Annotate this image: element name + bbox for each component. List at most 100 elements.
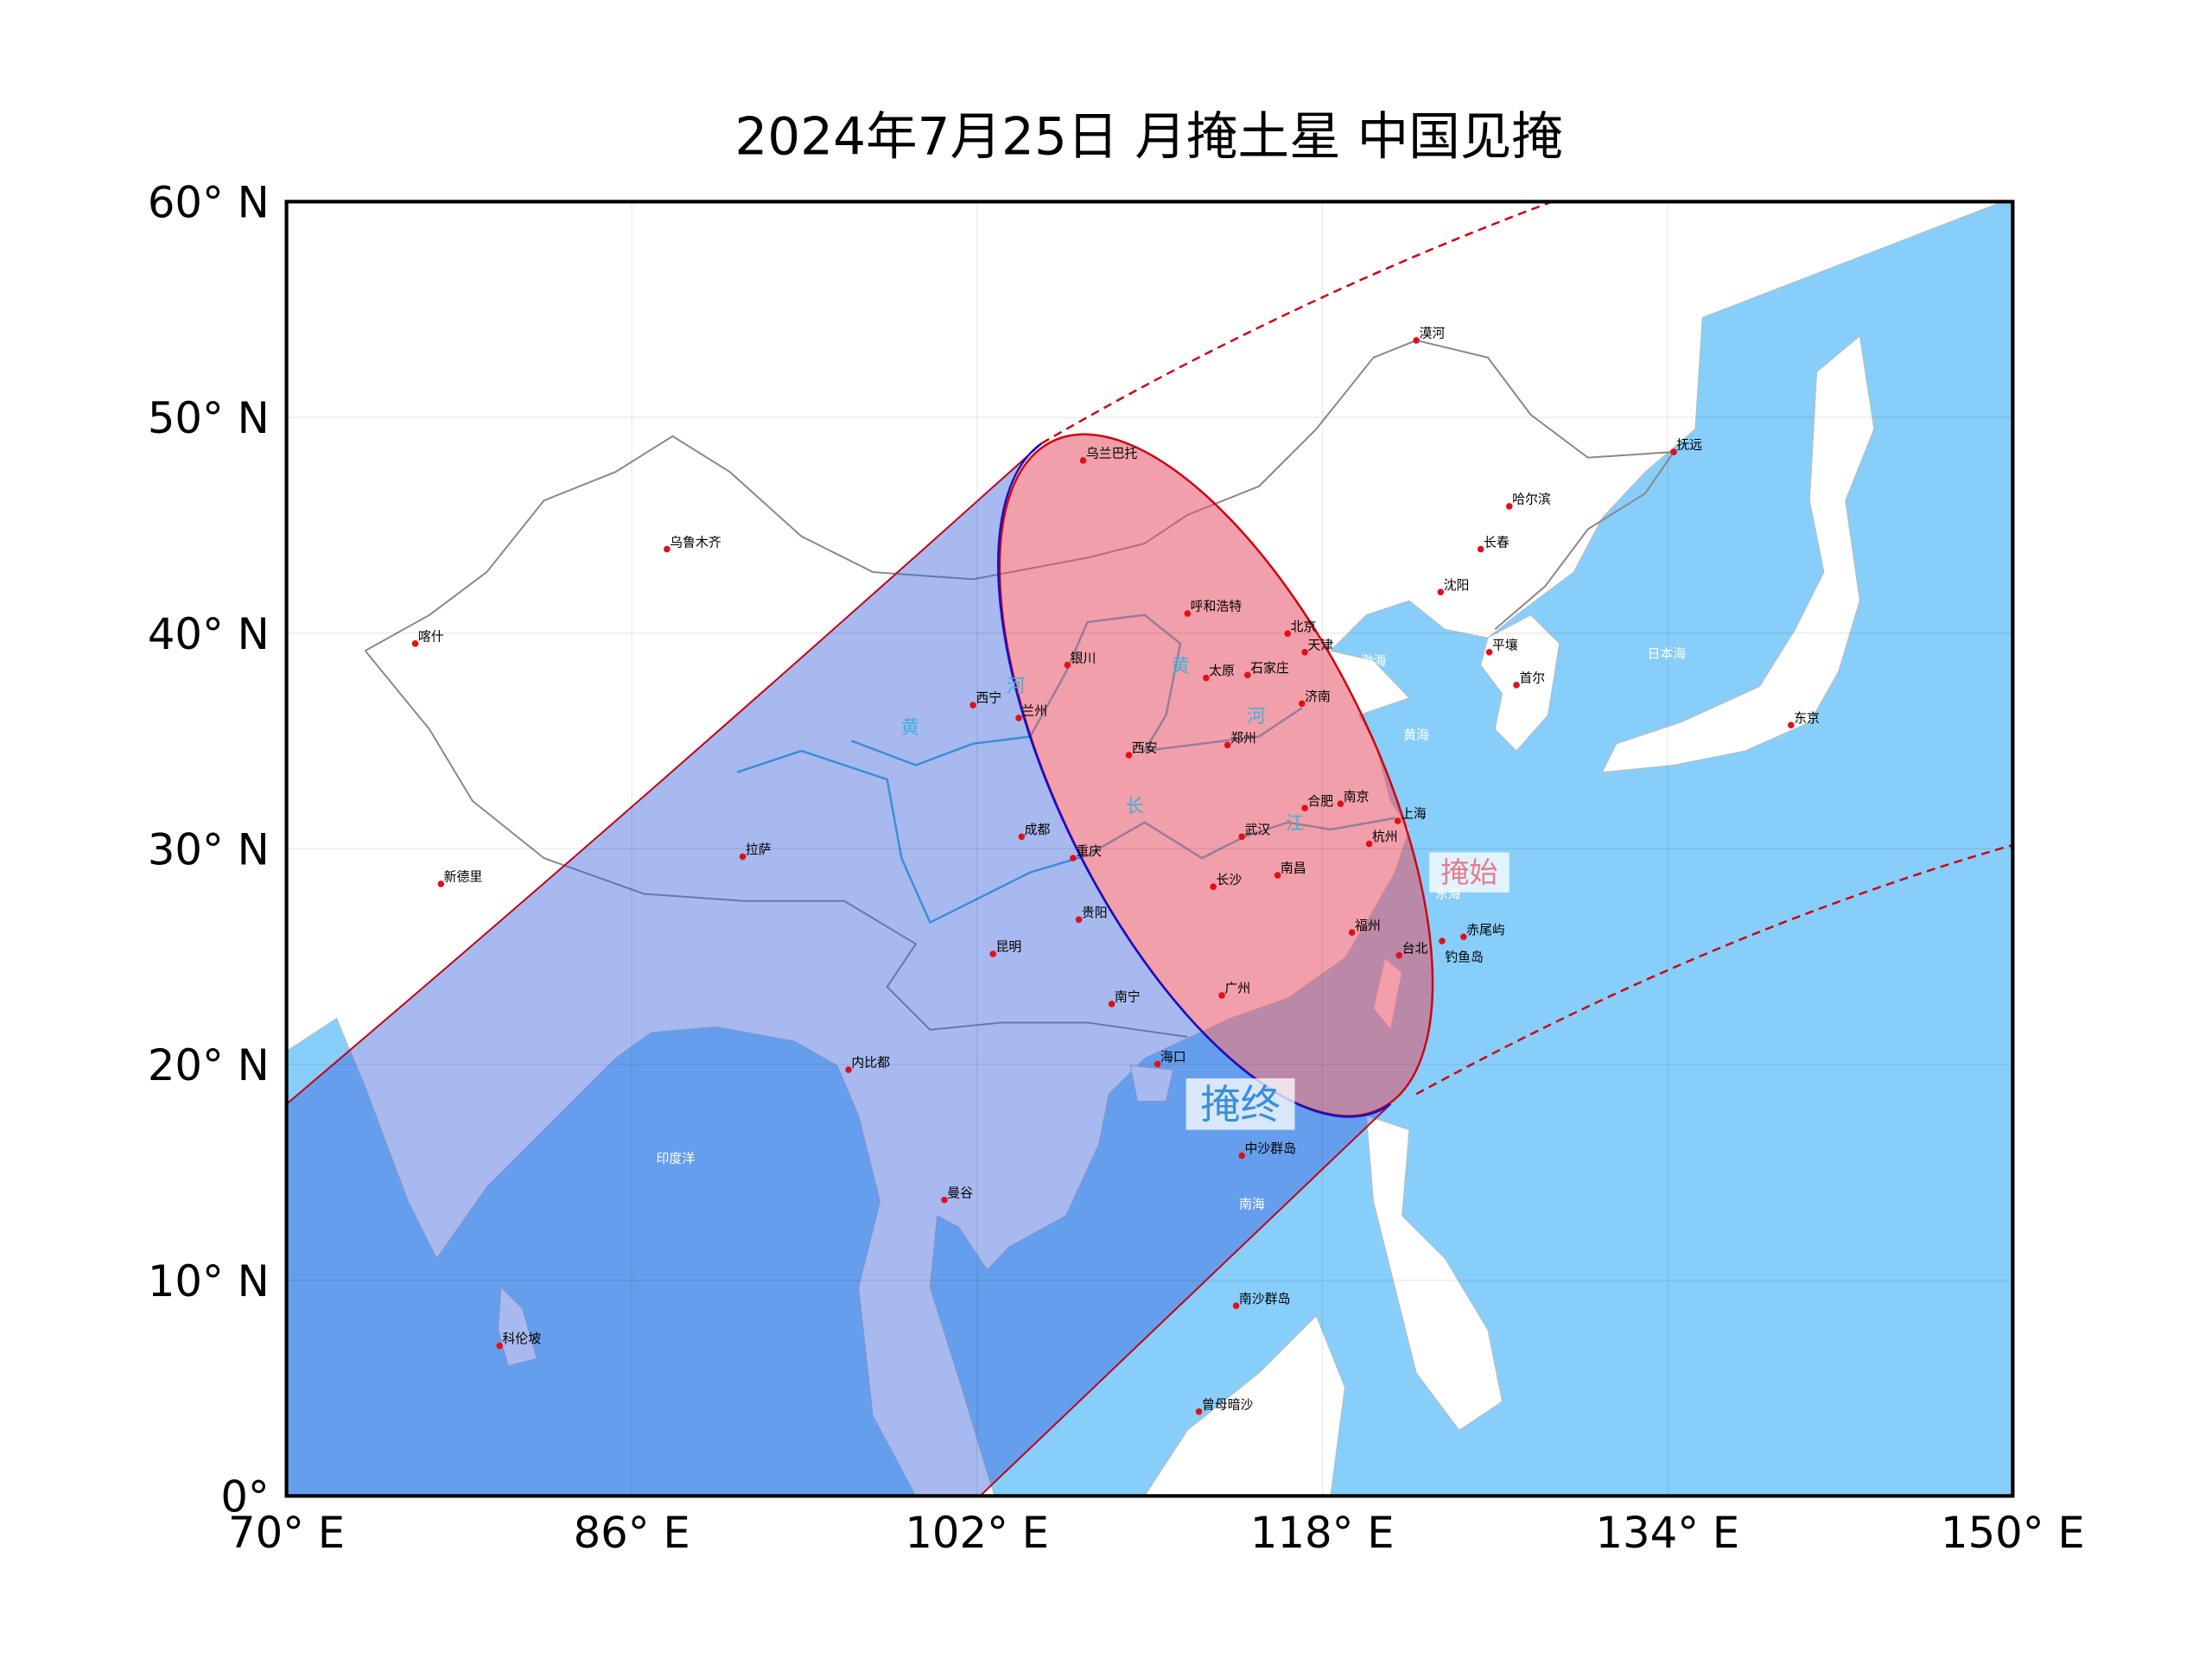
city-dot xyxy=(1337,800,1344,808)
city-label: 抚远 xyxy=(1676,437,1702,453)
x-tick-label: 86° E xyxy=(574,1508,690,1558)
city-label: 中沙群岛 xyxy=(1245,1141,1297,1156)
hainan xyxy=(1129,1065,1174,1102)
city-label: 广州 xyxy=(1224,981,1250,996)
city-label: 喀什 xyxy=(418,629,444,645)
city-label: 新德里 xyxy=(444,869,483,885)
city-label: 乌兰巴托 xyxy=(1086,446,1138,461)
city-dot xyxy=(1670,448,1677,455)
city-label: 沈阳 xyxy=(1444,577,1470,593)
city-label: 北京 xyxy=(1291,619,1317,634)
city-dot xyxy=(1505,503,1513,510)
city-dot xyxy=(1154,1060,1161,1068)
city-label: 乌鲁木齐 xyxy=(670,534,721,550)
river-label: 河 xyxy=(1007,676,1026,697)
city-dot xyxy=(1365,840,1373,848)
city-dot xyxy=(1274,872,1281,879)
label-bg xyxy=(1185,1078,1295,1130)
city-dot xyxy=(1485,648,1493,656)
city-label: 上海 xyxy=(1401,806,1427,822)
city-label: 赤尾屿 xyxy=(1466,922,1505,938)
city-label: 漠河 xyxy=(1419,326,1445,341)
river-label: 江 xyxy=(1286,813,1305,835)
city-dot xyxy=(1070,855,1077,861)
city-dot xyxy=(1224,741,1231,749)
city-dot xyxy=(1238,1152,1246,1160)
city-dot xyxy=(941,1196,948,1204)
city-label: 拉萨 xyxy=(746,842,772,857)
city-label: 武汉 xyxy=(1245,822,1271,837)
city-dot xyxy=(1218,992,1225,999)
city-dot xyxy=(437,880,445,887)
sea-label: 印度洋 xyxy=(656,1151,695,1166)
city-label: 太原 xyxy=(1209,663,1235,678)
x-tick-label: 118° E xyxy=(1250,1508,1395,1558)
city-dot xyxy=(1301,648,1308,656)
city-dot xyxy=(1125,752,1133,759)
y-tick-label: 40° N xyxy=(148,609,270,659)
city-dot xyxy=(1413,337,1420,344)
sea-label: 黄海 xyxy=(1403,728,1429,743)
city-dot xyxy=(411,640,419,647)
end-boundary xyxy=(996,442,1392,1118)
city-dot xyxy=(1298,700,1306,708)
river-label: 河 xyxy=(1247,706,1266,728)
limit-line xyxy=(1415,843,2013,1096)
city-dot xyxy=(1015,715,1022,721)
city-label: 昆明 xyxy=(996,939,1022,955)
city-label: 南沙群岛 xyxy=(1239,1291,1291,1306)
japan xyxy=(1601,335,1875,773)
city-label: 内比都 xyxy=(851,1055,890,1071)
city-dot xyxy=(1437,588,1445,596)
y-tick-label: 10° N xyxy=(148,1256,270,1306)
city-dot xyxy=(845,1066,852,1073)
city-label: 兰州 xyxy=(1021,703,1047,719)
city-label: 首尔 xyxy=(1519,671,1545,686)
city-label: 南昌 xyxy=(1281,861,1306,876)
city-dot xyxy=(664,545,671,553)
city-label: 曾母暗沙 xyxy=(1202,1396,1254,1412)
city-label: 长沙 xyxy=(1216,872,1242,887)
city-dot xyxy=(1184,610,1192,617)
y-tick-label: 30° N xyxy=(148,825,270,875)
river-label: 黄 xyxy=(900,717,919,739)
city-dot xyxy=(1232,1302,1240,1309)
city-dot xyxy=(496,1342,504,1350)
city-label: 贵阳 xyxy=(1082,905,1108,920)
river-label: 长 xyxy=(1125,796,1144,817)
city-dot xyxy=(1439,938,1446,944)
city-dot xyxy=(1477,545,1484,553)
city-label: 南京 xyxy=(1344,789,1370,804)
city-dot xyxy=(1195,1408,1203,1415)
city-label: 呼和浩特 xyxy=(1191,599,1243,614)
city-dot xyxy=(1018,833,1026,841)
city-dot xyxy=(1348,929,1356,936)
city-label: 科伦坡 xyxy=(503,1331,542,1346)
city-label: 郑州 xyxy=(1230,730,1256,746)
sea-label: 渤海 xyxy=(1361,653,1387,669)
start-annotation: 掩始 xyxy=(1440,855,1497,889)
city-label: 福州 xyxy=(1355,918,1381,933)
city-dot xyxy=(1238,833,1246,841)
korea xyxy=(1480,614,1560,752)
label-bg xyxy=(1429,852,1510,893)
x-tick-label: 70° E xyxy=(228,1508,345,1558)
city-dot xyxy=(1079,457,1087,464)
city-dot xyxy=(739,853,747,861)
city-label: 杭州 xyxy=(1372,829,1398,844)
y-tick-label: 20° N xyxy=(148,1040,270,1090)
sea-label: 南海 xyxy=(1239,1197,1265,1212)
city-label: 石家庄 xyxy=(1250,660,1289,676)
x-tick-label: 102° E xyxy=(905,1508,1049,1558)
city-label: 南宁 xyxy=(1115,989,1141,1005)
city-dot xyxy=(1244,671,1251,679)
y-tick-label: 50° N xyxy=(148,393,270,443)
city-dot xyxy=(989,950,997,957)
city-label: 成都 xyxy=(1025,822,1051,837)
city-dot xyxy=(1284,630,1292,638)
river-label: 黄 xyxy=(1171,656,1190,677)
